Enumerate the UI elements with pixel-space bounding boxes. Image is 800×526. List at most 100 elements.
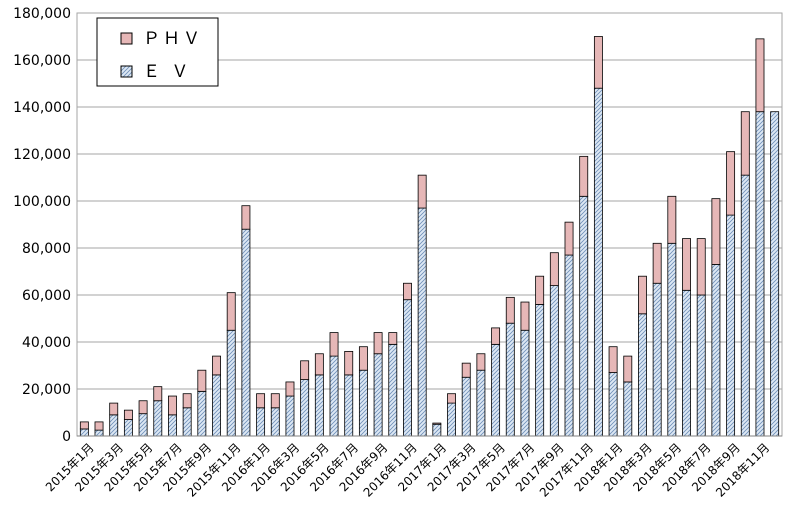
bar-phv [623,355,633,383]
bar-phv [388,332,398,345]
bar-phv [432,422,442,425]
bar-phv [153,386,163,402]
bar-ev [168,414,177,437]
bar-phv [300,360,310,380]
bar-phv [608,346,618,373]
x-axis: 2015年1月2015年3月2015年5月2015年7月2015年9月2015年… [43,435,782,500]
bar-ev [109,414,119,437]
bar-ev [564,254,574,437]
bar-ev [285,395,295,437]
y-tick-label: 20,000 [22,382,71,398]
legend-label-phv: ＰＨＶ [143,29,203,49]
bar-ev [740,174,750,437]
bar-ev [652,282,662,437]
bar-phv [564,221,574,256]
gridlines [77,12,782,390]
bar-ev [476,369,486,437]
bar-phv [491,327,501,345]
bar-phv [358,346,368,371]
legend-swatch-phv [120,32,133,45]
bar-ev [138,413,148,437]
bar-phv [417,174,427,209]
bar-phv [285,381,295,397]
bar-ev [300,379,310,437]
bar-phv [682,238,691,291]
bar-phv [270,393,280,409]
bar-phv [711,198,721,265]
bar-ev [549,285,559,437]
bar-ev [344,374,354,437]
y-tick-label: 100,000 [13,194,71,210]
bar-phv [638,275,647,315]
bar-phv [256,393,266,409]
y-tick-label: 40,000 [22,335,71,351]
bar-ev [755,111,765,437]
bar-ev [417,207,427,437]
bar-phv [593,36,603,89]
bar-ev [623,381,633,437]
bar-ev [358,369,368,437]
bar-ev [520,329,530,437]
bar-ev [314,374,324,437]
bar-phv [447,393,456,404]
bar-ev [153,400,163,437]
bar-phv [579,155,589,197]
bar-ev [638,313,647,437]
bar-phv [197,369,207,392]
bar-ev [535,303,545,437]
bar-phv [226,292,236,331]
legend-box [96,17,219,87]
bar-ev [329,355,339,437]
legend: ＰＨＶ Ｅ Ｖ [96,17,219,87]
bar-phv [403,282,412,301]
bar-phv [726,151,736,216]
bar-phv [123,409,133,420]
bar-phv [329,332,339,357]
bar-phv [94,421,104,431]
bar-ev [593,87,603,437]
bar-ev [94,429,104,437]
bar-phv [461,362,471,378]
bar-ev [432,423,442,437]
bar-phv [109,402,119,416]
bar-phv [182,393,192,409]
bar-ev [726,214,736,437]
y-tick-label: 160,000 [13,53,71,69]
bar-phv [549,252,559,286]
bar-phv [79,421,89,430]
bar-phv [740,111,750,176]
bar-ev [770,111,780,437]
bar-phv [212,355,221,376]
y-tick-label: 140,000 [13,100,71,116]
bar-phv [535,275,545,305]
bar-phv [373,332,383,355]
bar-ev [447,402,456,437]
bar-phv [696,238,706,296]
bar-ev [491,343,501,437]
bar-ev [579,195,589,437]
bar-ev [373,353,383,437]
bar-ev [608,372,618,437]
y-tick-label: 60,000 [22,288,71,304]
bar-ev [667,242,677,437]
bar-ev [182,407,192,437]
bar-ev [711,264,721,437]
y-tick-label: 0 [62,429,71,445]
bar-phv [667,195,677,244]
bar-ev [197,390,207,437]
bar-phv [168,395,177,416]
bar-phv [476,353,486,371]
y-tick-label: 120,000 [13,147,71,163]
bar-ev [212,374,221,437]
bar-ev [79,428,89,437]
bar-ev [696,294,706,437]
bar-ev [682,289,691,437]
bar-ev [241,228,251,437]
legend-label-ev: Ｅ Ｖ [143,62,191,82]
y-tick-label: 80,000 [22,241,71,257]
bar-ev [270,407,280,437]
bars [79,36,780,437]
bar-ev [123,419,133,437]
